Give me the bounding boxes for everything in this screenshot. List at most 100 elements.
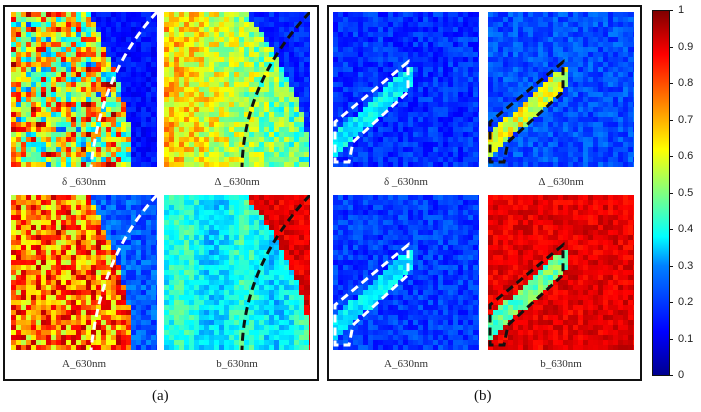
heatmap-cell (66, 42, 71, 47)
heatmap-cell (116, 52, 121, 57)
heatmap-cell (448, 42, 453, 47)
heatmap-cell (164, 300, 169, 305)
heatmap-cell (473, 82, 478, 87)
heatmap-cell (76, 345, 81, 350)
heatmap-cell (408, 92, 413, 97)
heatmap-cell (388, 137, 393, 142)
heatmap-cell (36, 325, 41, 330)
heatmap-cell (21, 57, 26, 62)
heatmap-cell (269, 345, 274, 350)
heatmap-cell (538, 32, 543, 37)
heatmap-cell (383, 137, 388, 142)
heatmap-cell (458, 87, 463, 92)
heatmap-cell (304, 132, 309, 137)
heatmap-cell (488, 17, 493, 22)
heatmap-cell (146, 215, 151, 220)
heatmap-cell (373, 67, 378, 72)
heatmap-cell (31, 205, 36, 210)
heatmap-cell (304, 147, 309, 152)
heatmap-cell (116, 92, 121, 97)
heatmap-cell (151, 215, 156, 220)
heatmap-cell (368, 62, 373, 67)
heatmap-cell (548, 62, 553, 67)
heatmap-cell (269, 230, 274, 235)
heatmap-cell (448, 152, 453, 157)
heatmap-cell (573, 27, 578, 32)
heatmap-cell (418, 107, 423, 112)
heatmap-cell (234, 310, 239, 315)
heatmap-cell (289, 97, 294, 102)
heatmap-cell (31, 295, 36, 300)
heatmap-cell (443, 72, 448, 77)
heatmap-cell (26, 27, 31, 32)
heatmap-cell (274, 72, 279, 77)
heatmap-cell (254, 87, 259, 92)
heatmap-cell (136, 340, 141, 345)
heatmap-cell (249, 310, 254, 315)
heatmap-cell (121, 250, 126, 255)
heatmap-cell (16, 142, 21, 147)
heatmap-cell (199, 325, 204, 330)
heatmap-cell (121, 157, 126, 162)
heatmap-cell (229, 52, 234, 57)
heatmap-cell (141, 230, 146, 235)
heatmap-cell (91, 42, 96, 47)
heatmap-cell (56, 72, 61, 77)
heatmap-cell (16, 200, 21, 205)
heatmap-cell (209, 42, 214, 47)
heatmap-cell (408, 62, 413, 67)
heatmap-cell (194, 42, 199, 47)
heatmap-cell (156, 245, 157, 250)
heatmap-cell (56, 22, 61, 27)
heatmap-cell (126, 42, 131, 47)
heatmap-cell (264, 42, 269, 47)
heatmap-cell (26, 87, 31, 92)
heatmap-cell (164, 200, 169, 205)
heatmap-cell (156, 92, 157, 97)
heatmap-cell (199, 265, 204, 270)
heatmap-cell (141, 200, 146, 205)
heatmap-cell (209, 230, 214, 235)
heatmap-cell (244, 325, 249, 330)
heatmap-cell (453, 92, 458, 97)
heatmap-cell (189, 260, 194, 265)
heatmap-cell (423, 102, 428, 107)
heatmap-cell (269, 270, 274, 275)
heatmap-cell (26, 137, 31, 142)
heatmap-cell (174, 27, 179, 32)
heatmap-cell (36, 147, 41, 152)
heatmap-cell (538, 57, 543, 62)
heatmap-cell (199, 205, 204, 210)
heatmap-cell (164, 270, 169, 275)
heatmap-cell (438, 72, 443, 77)
heatmap-cell (249, 320, 254, 325)
heatmap-cell (264, 315, 269, 320)
heatmap-cell (204, 52, 209, 57)
heatmap-cell (91, 220, 96, 225)
heatmap-cell (498, 57, 503, 62)
heatmap-cell (51, 270, 56, 275)
heatmap-cell (126, 245, 131, 250)
heatmap-cell (304, 300, 309, 305)
heatmap-cell (121, 310, 126, 315)
heatmap-cell (468, 47, 473, 52)
heatmap-cell (31, 42, 36, 47)
heatmap-cell (91, 225, 96, 230)
heatmap-cell (239, 137, 244, 142)
heatmap-cell (204, 325, 209, 330)
heatmap-cell (106, 42, 111, 47)
heatmap-cell (363, 57, 368, 62)
heatmap-cell (16, 215, 21, 220)
heatmap-cell (16, 152, 21, 157)
heatmap-cell (463, 47, 468, 52)
heatmap-cell (101, 250, 106, 255)
heatmap-cell (488, 62, 493, 67)
heatmap-cell (16, 132, 21, 137)
heatmap-cell (46, 245, 51, 250)
heatmap-cell (21, 215, 26, 220)
heatmap-cell (598, 17, 603, 22)
heatmap-cell (11, 87, 16, 92)
heatmap-cell (179, 87, 184, 92)
heatmap-cell (179, 32, 184, 37)
heatmap-cell (61, 275, 66, 280)
